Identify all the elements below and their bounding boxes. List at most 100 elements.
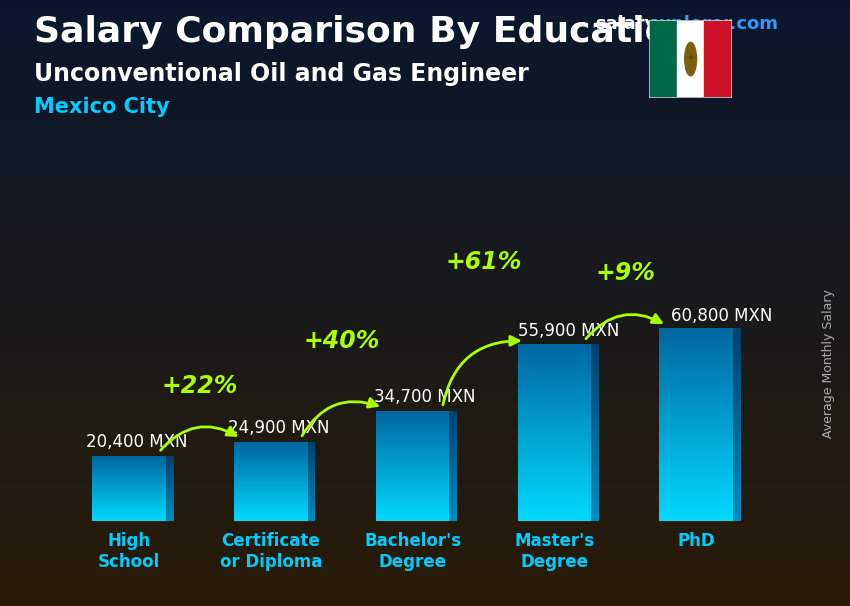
Bar — [733, 392, 741, 397]
Bar — [677, 21, 704, 97]
Bar — [92, 464, 166, 465]
Bar — [733, 415, 741, 419]
Bar — [660, 433, 733, 438]
Bar — [308, 454, 315, 456]
Bar — [308, 481, 315, 484]
Bar — [92, 483, 166, 485]
Bar — [92, 508, 166, 510]
Bar — [376, 440, 450, 443]
Bar — [592, 393, 599, 398]
Bar — [518, 478, 592, 483]
Bar — [733, 382, 741, 387]
Bar — [92, 496, 166, 498]
Bar — [166, 462, 173, 464]
Bar — [308, 478, 315, 479]
Bar — [308, 511, 315, 513]
Bar — [592, 499, 599, 504]
Bar — [308, 470, 315, 471]
Bar — [234, 496, 308, 498]
Bar — [308, 504, 315, 505]
Bar — [234, 458, 308, 460]
Bar — [92, 480, 166, 482]
Bar — [450, 438, 457, 441]
Text: Unconventional Oil and Gas Engineer: Unconventional Oil and Gas Engineer — [34, 62, 529, 86]
Bar — [518, 356, 592, 360]
Bar — [660, 487, 733, 493]
Bar — [308, 472, 315, 474]
Bar — [308, 505, 315, 507]
Bar — [92, 505, 166, 507]
Bar — [376, 413, 450, 416]
Bar — [660, 408, 733, 413]
Bar — [376, 429, 450, 432]
Bar — [660, 484, 733, 489]
Bar — [733, 421, 741, 425]
Bar — [660, 373, 733, 378]
Bar — [166, 495, 173, 496]
Bar — [660, 436, 733, 442]
Bar — [450, 480, 457, 483]
Text: 55,900 MXN: 55,900 MXN — [518, 322, 619, 340]
Bar — [450, 474, 457, 478]
Bar — [308, 488, 315, 490]
Bar — [518, 370, 592, 375]
Bar — [592, 441, 599, 445]
Bar — [660, 421, 733, 425]
Bar — [592, 461, 599, 465]
Bar — [92, 470, 166, 472]
Bar — [376, 462, 450, 465]
Text: +9%: +9% — [595, 261, 655, 285]
Bar — [592, 508, 599, 513]
Bar — [450, 485, 457, 488]
Bar — [660, 392, 733, 397]
Bar — [92, 478, 166, 479]
Bar — [733, 427, 741, 432]
Bar — [660, 354, 733, 359]
Bar — [234, 471, 308, 473]
Bar — [376, 431, 450, 434]
Bar — [376, 494, 450, 498]
Bar — [166, 468, 173, 470]
Bar — [450, 502, 457, 505]
Bar — [376, 424, 450, 427]
Bar — [166, 483, 173, 485]
Bar — [234, 474, 308, 477]
Bar — [234, 450, 308, 452]
Bar — [450, 504, 457, 507]
Bar — [518, 414, 592, 419]
Bar — [733, 411, 741, 416]
Bar — [166, 471, 173, 473]
Bar — [518, 423, 592, 427]
Bar — [166, 499, 173, 501]
Bar — [234, 446, 308, 448]
Bar — [518, 484, 592, 489]
Bar — [518, 458, 592, 462]
Bar — [733, 471, 741, 476]
Bar — [376, 425, 450, 428]
Bar — [518, 481, 592, 486]
Bar — [450, 505, 457, 508]
Bar — [92, 461, 166, 462]
Bar — [592, 481, 599, 486]
Bar — [592, 411, 599, 416]
Bar — [234, 514, 308, 516]
Bar — [518, 428, 592, 433]
Bar — [450, 415, 457, 418]
Bar — [733, 462, 741, 467]
Bar — [518, 391, 592, 395]
Bar — [166, 490, 173, 491]
Bar — [308, 498, 315, 501]
Bar — [733, 500, 741, 505]
Bar — [592, 414, 599, 419]
Bar — [234, 493, 308, 495]
Bar — [450, 513, 457, 516]
Bar — [518, 396, 592, 401]
Bar — [308, 482, 315, 485]
Bar — [592, 426, 599, 430]
Bar — [518, 499, 592, 504]
Bar — [518, 358, 592, 363]
Bar — [92, 495, 166, 496]
Text: +22%: +22% — [162, 375, 238, 398]
Bar — [92, 487, 166, 488]
Bar — [592, 396, 599, 401]
